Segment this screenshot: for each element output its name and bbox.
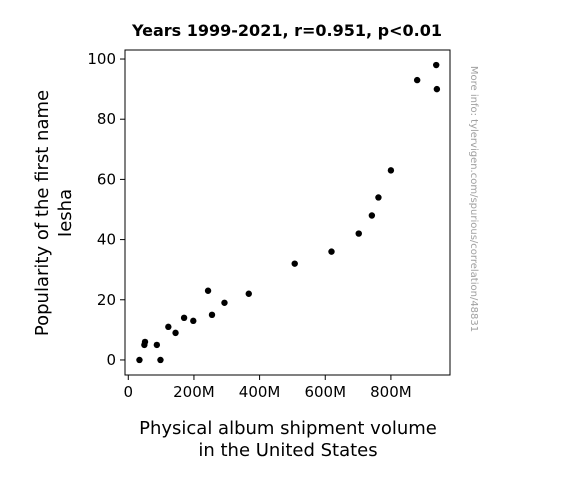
plot-area xyxy=(124,49,451,376)
chart-title: Years 1999-2021, r=0.951, p<0.01 xyxy=(131,21,442,40)
y-tick-label: 20 xyxy=(97,291,116,309)
data-point xyxy=(165,323,172,331)
y-axis-label-line2: Iesha xyxy=(55,189,76,237)
data-point xyxy=(433,61,440,69)
y-tick-label: 0 xyxy=(106,351,116,369)
x-axis-ticks: 0 200M 400M 600M 800M xyxy=(124,375,412,401)
data-point xyxy=(157,356,164,364)
y-axis-ticks: 0 20 40 60 80 100 xyxy=(87,50,125,369)
data-point xyxy=(387,167,395,174)
y-tick-label: 40 xyxy=(97,231,116,249)
data-point xyxy=(190,317,197,325)
data-points xyxy=(136,61,441,364)
data-point xyxy=(413,76,421,84)
y-tick-label: 80 xyxy=(97,110,116,128)
data-point xyxy=(204,287,212,294)
x-axis-label: Physical album shipment volume xyxy=(139,418,437,439)
x-tick-label: 800M xyxy=(370,383,412,401)
data-point xyxy=(245,290,252,297)
data-point xyxy=(433,85,441,93)
x-tick-label: 600M xyxy=(304,383,346,401)
y-tick-label: 60 xyxy=(97,170,116,188)
data-point xyxy=(368,212,376,219)
data-point xyxy=(291,260,298,267)
x-tick-label: 400M xyxy=(239,383,281,401)
source-note: More info: tylervigen.com/spurious/corre… xyxy=(468,66,479,332)
data-point xyxy=(153,341,161,349)
x-axis-label-line2: in the United States xyxy=(198,440,377,461)
data-point xyxy=(180,314,188,322)
y-axis-label: Popularity of the first name xyxy=(32,90,53,336)
data-point xyxy=(375,194,382,201)
data-point xyxy=(136,356,143,364)
data-point xyxy=(208,311,216,319)
data-point xyxy=(328,248,335,255)
data-point xyxy=(355,230,362,237)
data-point xyxy=(141,341,148,349)
data-point xyxy=(221,299,228,306)
x-tick-label: 0 xyxy=(124,383,134,401)
data-point xyxy=(172,329,179,337)
y-tick-label: 100 xyxy=(87,50,116,68)
x-tick-label: 200M xyxy=(173,383,215,401)
